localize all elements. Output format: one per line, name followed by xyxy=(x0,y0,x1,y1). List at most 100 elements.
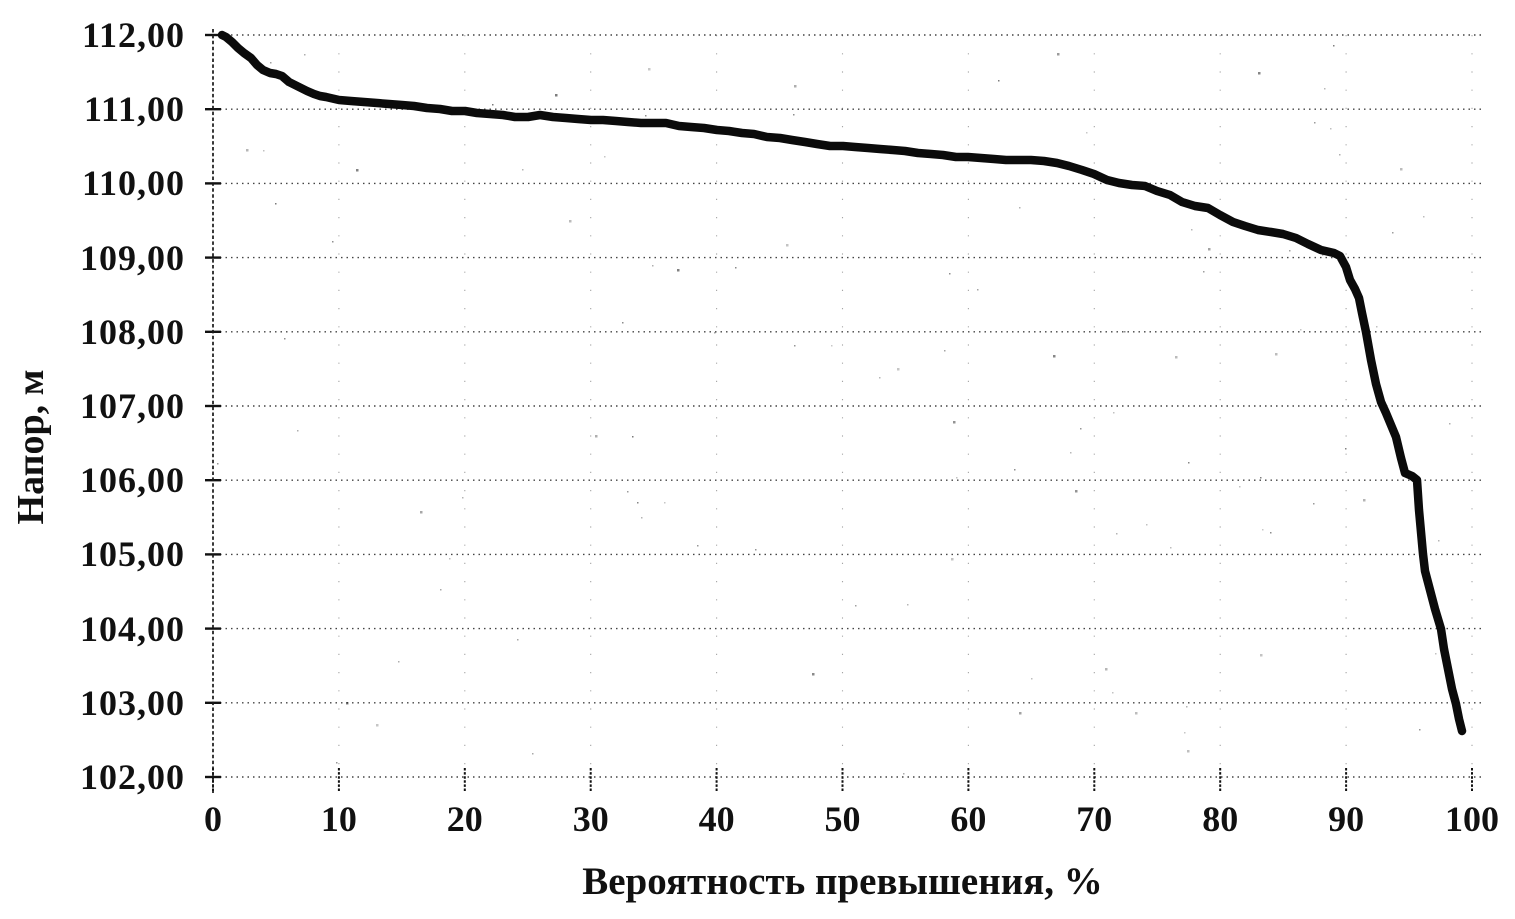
scan-noise-dot xyxy=(1400,168,1403,171)
scan-noise-dot xyxy=(1438,540,1440,542)
scan-noise-dot xyxy=(1363,499,1366,502)
scan-noise-dot xyxy=(855,605,857,607)
scan-noise-dot xyxy=(297,430,299,432)
scan-noise-dot xyxy=(755,549,757,551)
scan-noise-dot xyxy=(1191,229,1193,231)
scan-noise-dot xyxy=(217,463,219,465)
scan-noise-dot xyxy=(1275,353,1278,356)
scan-noise-dot xyxy=(897,368,900,371)
scan-noise-dot xyxy=(794,345,796,347)
y-tick-label: 106,00 xyxy=(80,460,185,501)
scan-noise-dot xyxy=(1419,729,1421,731)
scan-noise-dot xyxy=(1080,428,1082,430)
scan-noise-dot xyxy=(1262,529,1264,531)
scan-noise-dot xyxy=(522,169,524,171)
y-tick-label: 102,00 xyxy=(80,757,185,797)
x-tick-label: 60 xyxy=(950,799,987,839)
x-tick-label: 90 xyxy=(1328,799,1365,839)
scan-noise-dot xyxy=(951,558,954,561)
x-tick-label: 30 xyxy=(572,799,609,839)
scan-noise-dot xyxy=(1086,132,1088,134)
scan-noise-dot xyxy=(1031,678,1033,680)
scan-noise-dot xyxy=(532,753,534,755)
y-tick-label: 104,00 xyxy=(80,608,185,649)
scan-noise-dot xyxy=(1112,692,1114,694)
scan-noise-dot xyxy=(1184,732,1186,734)
scan-noise-dot xyxy=(346,702,349,705)
scan-noise-dot xyxy=(275,203,277,205)
scan-noise-dot xyxy=(998,80,1000,82)
scan-noise-dot xyxy=(903,773,905,775)
scan-noise-dot xyxy=(1113,412,1115,414)
scan-noise-dot xyxy=(1258,72,1261,75)
scan-noise-dot xyxy=(492,104,494,106)
x-tick-label: 10 xyxy=(320,799,357,839)
scan-noise-dot xyxy=(697,545,699,547)
y-tick-label: 108,00 xyxy=(80,311,185,352)
x-tick-label: 20 xyxy=(446,799,483,839)
scan-noise-dot xyxy=(449,558,451,560)
scan-noise-dot xyxy=(977,289,979,291)
scan-noise-dot xyxy=(1313,503,1315,505)
scan-noise-dot xyxy=(907,604,909,606)
scan-noise-dot xyxy=(1423,216,1425,218)
scan-noise-dot xyxy=(263,150,265,152)
scan-noise-dot xyxy=(517,639,519,641)
y-axis-title: Напор, м xyxy=(10,369,52,525)
y-tick-label: 107,00 xyxy=(80,386,185,426)
scan-noise-dot xyxy=(569,220,572,223)
scan-noise-dot xyxy=(1124,331,1126,333)
scan-noise-dot xyxy=(677,269,680,272)
y-tick-label: 110,00 xyxy=(81,163,185,204)
scan-noise-dot xyxy=(1203,271,1205,273)
y-tick-label: 112,00 xyxy=(81,15,185,55)
scan-noise-dot xyxy=(398,661,400,663)
scan-noise-dot xyxy=(645,115,647,117)
x-tick-label: 50 xyxy=(824,799,861,839)
scan-noise-dot xyxy=(1070,452,1072,454)
scan-noise-dot xyxy=(1188,462,1190,464)
scan-noise-dot xyxy=(1260,477,1262,479)
scan-noise-dot xyxy=(1270,532,1272,534)
scan-noise-dot xyxy=(1105,668,1108,671)
scan-noise-dot xyxy=(440,589,442,591)
scan-noise-dot xyxy=(595,435,598,438)
y-tick-label: 103,00 xyxy=(80,682,185,723)
scan-noise-dot xyxy=(555,94,558,97)
scan-noise-dot xyxy=(793,114,795,116)
scan-noise-dot xyxy=(627,491,629,493)
y-tick-label: 109,00 xyxy=(80,237,185,278)
scan-noise-dot xyxy=(1170,547,1172,549)
scan-noise-dot xyxy=(714,332,716,334)
scan-noise-dot xyxy=(1116,533,1118,535)
scan-noise-dot xyxy=(1014,469,1016,471)
scan-noise-dot xyxy=(956,477,958,479)
scan-noise-dot xyxy=(1175,356,1178,359)
scan-noise-dot xyxy=(332,241,334,243)
scan-noise-dot xyxy=(949,273,951,275)
scan-noise-dot xyxy=(336,762,338,764)
x-tick-label: 100 xyxy=(1445,799,1499,839)
x-tick-label: 70 xyxy=(1076,799,1113,839)
scan-noise-dot xyxy=(304,54,306,56)
scan-noise-dot xyxy=(735,267,737,269)
y-tick-label: 111,00 xyxy=(83,89,185,130)
x-tick-label: 40 xyxy=(698,799,735,839)
scan-noise-dot xyxy=(420,511,423,514)
scan-noise-dot xyxy=(246,149,249,152)
scan-noise-dot xyxy=(604,156,606,158)
scan-noise-dot xyxy=(1019,712,1022,715)
scan-noise-dot xyxy=(1324,88,1326,90)
scan-noise-dot xyxy=(1435,653,1437,655)
scan-noise-dot xyxy=(786,244,789,247)
scan-noise-dot xyxy=(1392,232,1394,234)
y-tick-label: 105,00 xyxy=(80,534,185,575)
scan-noise-dot xyxy=(1019,207,1021,209)
scan-noise-dot xyxy=(812,673,815,676)
x-axis-title: Вероятность превышения, % xyxy=(582,860,1103,903)
scan-noise-dot xyxy=(376,724,379,727)
scan-noise-dot xyxy=(641,517,643,519)
scan-noise-dot xyxy=(1186,706,1188,708)
